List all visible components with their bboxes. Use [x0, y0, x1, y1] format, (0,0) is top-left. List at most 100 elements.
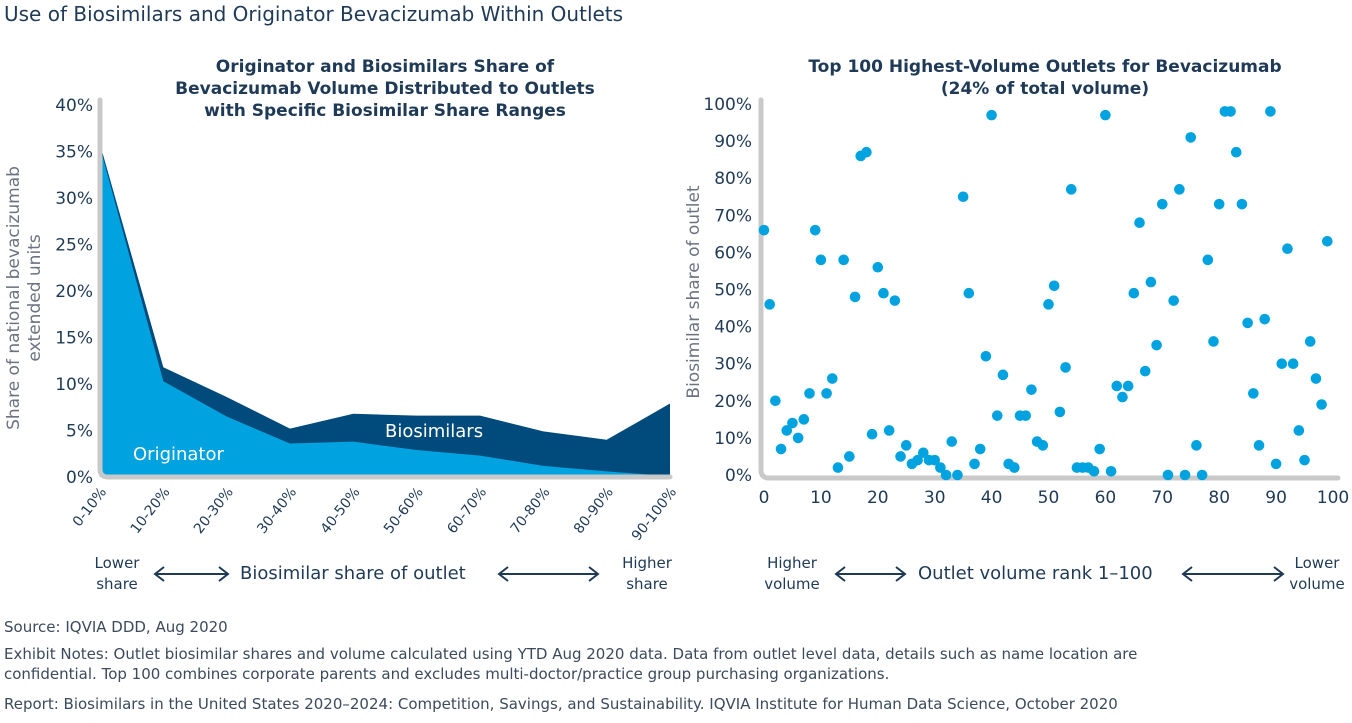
- exhibit-notes-line: confidential. Top 100 combines corporate…: [4, 665, 890, 683]
- right-ytick-label: 80%: [714, 169, 752, 189]
- left-xtick-label: 0-10%: [70, 485, 110, 530]
- label-line: share: [96, 575, 138, 593]
- scatter-point: [1157, 198, 1168, 210]
- scatter-point: [1105, 465, 1117, 477]
- right-arrow-right-label: Lower volume: [1284, 553, 1350, 595]
- right-ytick-label: 40%: [714, 318, 752, 338]
- scatter-point: [997, 369, 1009, 381]
- scatter-point: [1111, 380, 1123, 392]
- right-arrow-left-label: Higher volume: [756, 553, 828, 595]
- left-axes: [97, 97, 673, 480]
- left-xtick-label: 10-20%: [128, 485, 174, 537]
- scatter-point: [849, 291, 861, 303]
- right-xtick-label: 30: [924, 488, 946, 508]
- scatter-point: [826, 373, 838, 384]
- left-arrow-center-label: Biosimilar share of outlet: [240, 563, 466, 584]
- originator-label: Originator: [133, 444, 225, 465]
- scatter-point: [929, 454, 940, 466]
- right-chart-title-line: Top 100 Highest-Volume Outlets for Bevac…: [808, 57, 1282, 77]
- left-arrow-left-label: Lower share: [85, 553, 149, 595]
- scatter-point: [1122, 380, 1134, 392]
- scatter-point: [1134, 217, 1145, 229]
- scatter-point: [952, 469, 963, 481]
- scatter-point: [1151, 339, 1162, 351]
- right-ytick-label: 0%: [725, 466, 752, 486]
- scatter-point: [1248, 388, 1259, 399]
- right-xtick-label: 90: [1265, 488, 1287, 508]
- left-ytick-label: 0%: [66, 468, 93, 488]
- scatter-point: [1060, 362, 1071, 373]
- right-xtick-label: 60: [1095, 488, 1117, 508]
- scatter-point: [1259, 313, 1271, 325]
- scatter-point: [1043, 299, 1054, 310]
- left-arrow-right-right-head: [588, 566, 600, 582]
- scatter-point: [1065, 184, 1077, 195]
- right-xtick-label: 100: [1317, 488, 1349, 508]
- scatter-point: [1026, 384, 1037, 395]
- left-ytick-label: 20%: [55, 282, 93, 302]
- scatter-point: [1242, 317, 1253, 329]
- scatter-point: [798, 414, 810, 425]
- left-xtick-label: 60-70%: [444, 485, 490, 537]
- left-ytick-label: 15%: [55, 329, 93, 349]
- right-ytick-label: 20%: [714, 392, 752, 412]
- originator-area: [100, 146, 670, 477]
- right-arrow-right-right-head: [1273, 566, 1285, 582]
- biosimilars-label: Biosimilars: [385, 421, 483, 442]
- left-xtick-label: 90-100%: [629, 485, 680, 544]
- scatter-point: [1145, 276, 1157, 288]
- scatter-point: [1293, 425, 1305, 436]
- right-xtick-label: 0: [759, 488, 770, 508]
- scatter-point: [1230, 146, 1242, 158]
- left-arrow-right-left-head: [497, 566, 509, 582]
- scatter-point: [1185, 132, 1197, 143]
- scatter-point: [1270, 458, 1282, 470]
- right-ytick-label: 30%: [714, 355, 752, 375]
- scatter-point: [1322, 235, 1333, 247]
- source-note: Source: IQVIA DDD, Aug 2020: [4, 618, 228, 636]
- scatter-point: [1037, 440, 1049, 451]
- scatter-point: [1168, 295, 1179, 306]
- right-arrow-right-left-head: [1181, 566, 1193, 582]
- left-xtick-label: 80-90%: [571, 485, 617, 537]
- scatter-point: [1299, 454, 1310, 466]
- right-ytick-label: 60%: [714, 243, 752, 263]
- scatter-point: [872, 261, 884, 273]
- right-ytick-label: 90%: [714, 132, 752, 152]
- left-xtick-label: 20-30%: [191, 485, 237, 537]
- left-xtick-label: 30-40%: [254, 485, 300, 537]
- scatter-point: [1009, 462, 1020, 473]
- scatter-point: [770, 395, 781, 407]
- scatter-point: [935, 462, 946, 473]
- scatter-point: [1287, 358, 1299, 370]
- scatter-point: [963, 287, 975, 299]
- scatter-point: [1236, 198, 1248, 210]
- right-xtick-label: 20: [867, 488, 889, 508]
- scatter-point: [1054, 406, 1066, 418]
- label-line: Higher: [767, 554, 817, 572]
- right-ytick-label: 70%: [714, 206, 752, 226]
- scatter-point: [1100, 109, 1111, 121]
- scatter-point: [974, 443, 986, 455]
- left-arrow-right-head: [218, 566, 230, 582]
- scatter-point: [1225, 106, 1236, 117]
- right-ytick-label: 10%: [714, 429, 752, 449]
- scatter-point: [838, 254, 849, 266]
- scatter-point: [1202, 254, 1214, 266]
- label-line: Lower: [1294, 554, 1340, 572]
- scatter-point: [775, 443, 787, 455]
- scatter-point: [957, 191, 969, 203]
- left-area-chart: 0% 5% 10% 15% 20% 25% 30% 35% 40% 0-10% 10-20% 20-3…: [4, 96, 680, 582]
- scatter-point: [1316, 399, 1327, 410]
- scatter-point: [809, 224, 821, 236]
- label-line: Lower: [94, 554, 140, 572]
- left-ytick-label: 10%: [55, 375, 93, 395]
- scatter-point: [991, 410, 1003, 421]
- scatter-point: [940, 469, 952, 481]
- scatter-point: [1162, 469, 1174, 481]
- scatter-point: [832, 462, 844, 473]
- left-ytick-label: 5%: [66, 422, 93, 442]
- scatter-point: [918, 447, 929, 459]
- scatter-point: [1191, 440, 1202, 451]
- scatter-point: [946, 436, 958, 447]
